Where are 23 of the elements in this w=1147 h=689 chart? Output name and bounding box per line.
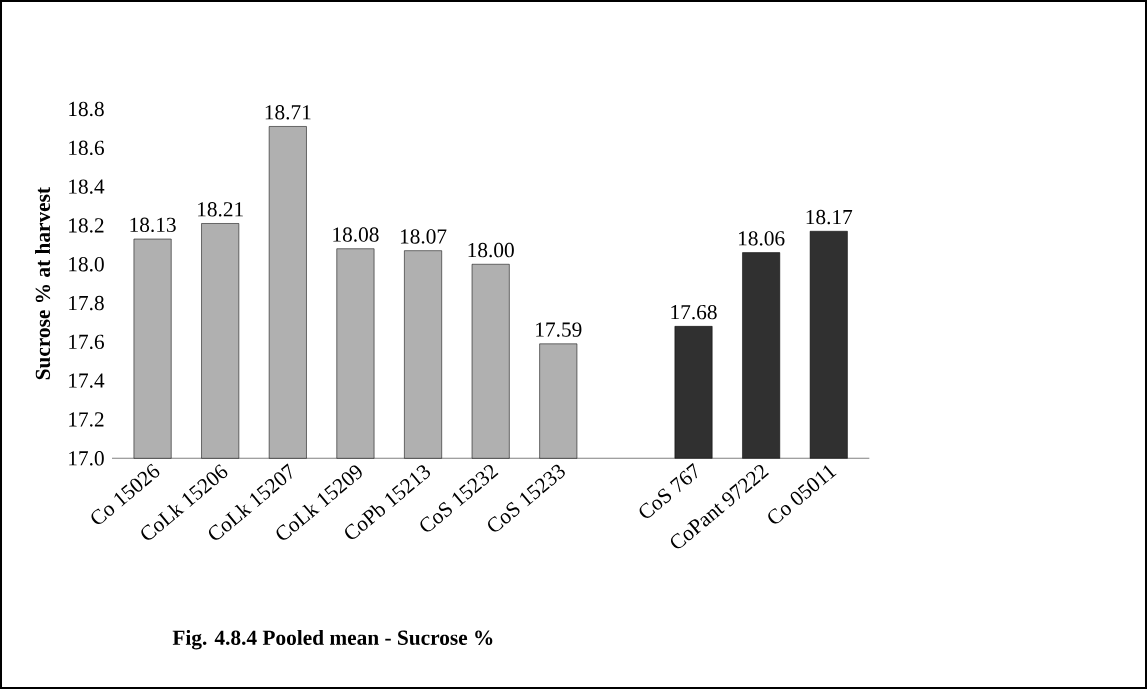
data-label: 18.06	[739, 231, 785, 246]
data-label: 18.71	[265, 105, 311, 120]
data-label: 18.00	[468, 242, 514, 258]
y-axis-title: Sucrose % at harvest	[35, 187, 51, 380]
data-label: 18.21	[198, 202, 243, 217]
y-tick-label: 18.2	[69, 218, 104, 233]
y-tick-label: 17.2	[69, 412, 104, 427]
y-tick-label: 17.4	[69, 373, 105, 388]
y-tick-label: 18.4	[69, 179, 105, 194]
x-tick-label: CoS 767	[639, 462, 697, 518]
y-tick-label: 18.0	[69, 257, 104, 272]
data-label: 18.07	[400, 229, 447, 244]
y-tick-label: 18.6	[69, 140, 104, 156]
data-label: 18.17	[806, 209, 853, 225]
y-tick-label: 17.8	[69, 295, 104, 311]
data-label: 17.59	[536, 322, 582, 337]
y-tick-label: 17.0	[69, 451, 104, 466]
y-tick-label: 17.6	[69, 334, 104, 350]
y-tick-label: 18.8	[69, 101, 104, 117]
data-label: 18.08	[333, 227, 379, 242]
text: Fig. 4.8.4 Pooled mean - Sucrose %	[172, 629, 493, 650]
data-label: 17.68	[671, 304, 717, 320]
data-label: 18.13	[130, 217, 176, 233]
